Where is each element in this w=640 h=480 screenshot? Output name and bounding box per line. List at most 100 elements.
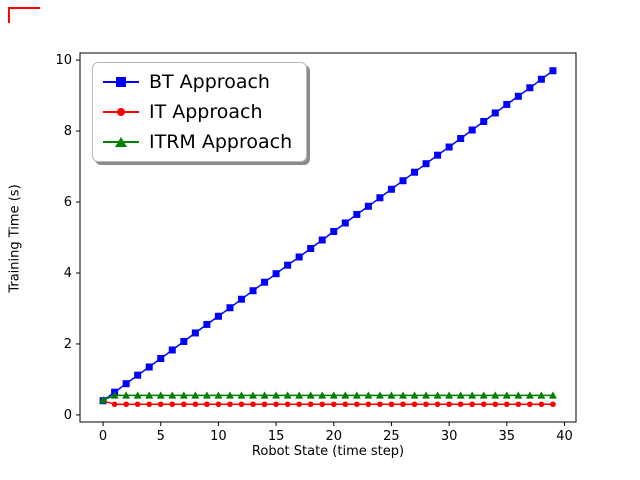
- marker-triangle: [295, 391, 304, 399]
- marker-triangle: [237, 391, 246, 399]
- marker-circle: [111, 401, 118, 408]
- marker-circle: [388, 401, 395, 408]
- marker-square: [261, 278, 269, 286]
- marker-triangle: [398, 391, 407, 399]
- marker-square: [180, 337, 188, 345]
- marker-circle: [307, 401, 314, 408]
- x-tick-label: 30: [441, 429, 458, 444]
- marker-square: [503, 100, 511, 108]
- marker-square: [237, 295, 245, 303]
- x-tick-label: 35: [499, 429, 516, 444]
- marker-square: [122, 380, 130, 388]
- marker-triangle: [502, 391, 511, 399]
- marker-circle: [515, 401, 522, 408]
- marker-circle: [446, 401, 452, 408]
- marker-circle: [319, 401, 326, 408]
- marker-square: [526, 84, 534, 92]
- legend-entry-bt: BT Approach: [103, 71, 292, 93]
- it-marker-icon: [103, 105, 139, 119]
- series-line-bt-approach: [102, 70, 554, 402]
- marker-square: [353, 210, 361, 218]
- axes-frame: [79, 52, 577, 423]
- marker-square: [134, 371, 142, 379]
- marker-triangle: [122, 391, 131, 399]
- marker-triangle: [318, 391, 327, 399]
- marker-triangle: [410, 391, 419, 399]
- marker-triangle: [249, 391, 258, 399]
- marker-triangle: [156, 391, 165, 399]
- series-line-it-approach: [102, 399, 553, 406]
- y-tick-label: 8: [64, 124, 72, 139]
- marker-circle: [377, 401, 383, 408]
- marker-triangle: [491, 391, 500, 399]
- x-tick-label: 15: [268, 429, 285, 444]
- marker-triangle: [168, 391, 177, 399]
- marker-triangle: [445, 391, 454, 399]
- marker-triangle: [191, 391, 200, 399]
- legend-entry-it: IT Approach: [103, 101, 292, 123]
- marker-circle: [550, 401, 556, 408]
- marker-circle: [192, 401, 199, 408]
- marker-circle: [273, 401, 279, 408]
- y-tick-label: 2: [64, 337, 72, 352]
- marker-circle: [457, 401, 464, 408]
- marker-square: [249, 287, 257, 295]
- y-tick-label: 10: [55, 53, 72, 68]
- marker-triangle: [364, 391, 373, 399]
- legend-label-it: IT Approach: [149, 101, 263, 123]
- marker-square: [272, 270, 280, 278]
- marker-triangle: [306, 391, 315, 399]
- marker-square: [203, 320, 211, 328]
- marker-triangle: [433, 391, 442, 399]
- itrm-marker-icon: [103, 135, 139, 149]
- marker-circle: [134, 401, 141, 408]
- marker-circle: [423, 401, 429, 408]
- marker-circle: [204, 401, 210, 408]
- marker-circle: [400, 401, 406, 408]
- marker-square: [168, 346, 176, 354]
- marker-circle: [538, 401, 545, 408]
- marker-triangle: [110, 391, 119, 399]
- marker-square: [318, 236, 326, 244]
- marker-circle: [527, 401, 533, 408]
- marker-circle: [342, 401, 349, 408]
- marker-triangle: [214, 391, 223, 399]
- marker-triangle: [283, 391, 292, 399]
- marker-triangle: [422, 391, 431, 399]
- x-tick-label: 0: [99, 429, 107, 444]
- marker-square: [457, 135, 465, 143]
- marker-triangle: [179, 391, 188, 399]
- marker-triangle: [329, 391, 338, 399]
- marker-square: [480, 117, 488, 125]
- marker-circle: [411, 401, 418, 408]
- series-line-itrm-approach: [102, 394, 553, 401]
- x-tick-label: 5: [157, 429, 165, 444]
- x-tick-label: 40: [556, 429, 573, 444]
- marker-triangle: [260, 391, 269, 399]
- marker-triangle: [202, 391, 211, 399]
- marker-circle: [157, 401, 164, 408]
- marker-triangle: [537, 391, 546, 399]
- marker-circle: [238, 401, 245, 408]
- marker-square: [214, 312, 222, 320]
- marker-square: [364, 202, 372, 210]
- x-tick-label: 20: [325, 429, 342, 444]
- marker-triangle: [525, 391, 534, 399]
- legend-entry-itrm: ITRM Approach: [103, 131, 292, 153]
- marker-square: [145, 363, 153, 371]
- x-axis-label: Robot State (time step): [251, 444, 405, 459]
- legend-label-itrm: ITRM Approach: [149, 131, 293, 153]
- marker-triangle: [272, 391, 281, 399]
- marker-square: [284, 261, 292, 269]
- y-tick-label: 0: [64, 408, 72, 423]
- marker-circle: [215, 401, 222, 408]
- marker-triangle: [548, 391, 557, 399]
- marker-triangle: [514, 391, 523, 399]
- marker-circle: [284, 401, 291, 408]
- marker-square: [341, 219, 349, 227]
- marker-square: [399, 177, 407, 185]
- marker-circle: [492, 401, 499, 408]
- marker-square: [445, 143, 453, 151]
- marker-triangle: [99, 396, 108, 404]
